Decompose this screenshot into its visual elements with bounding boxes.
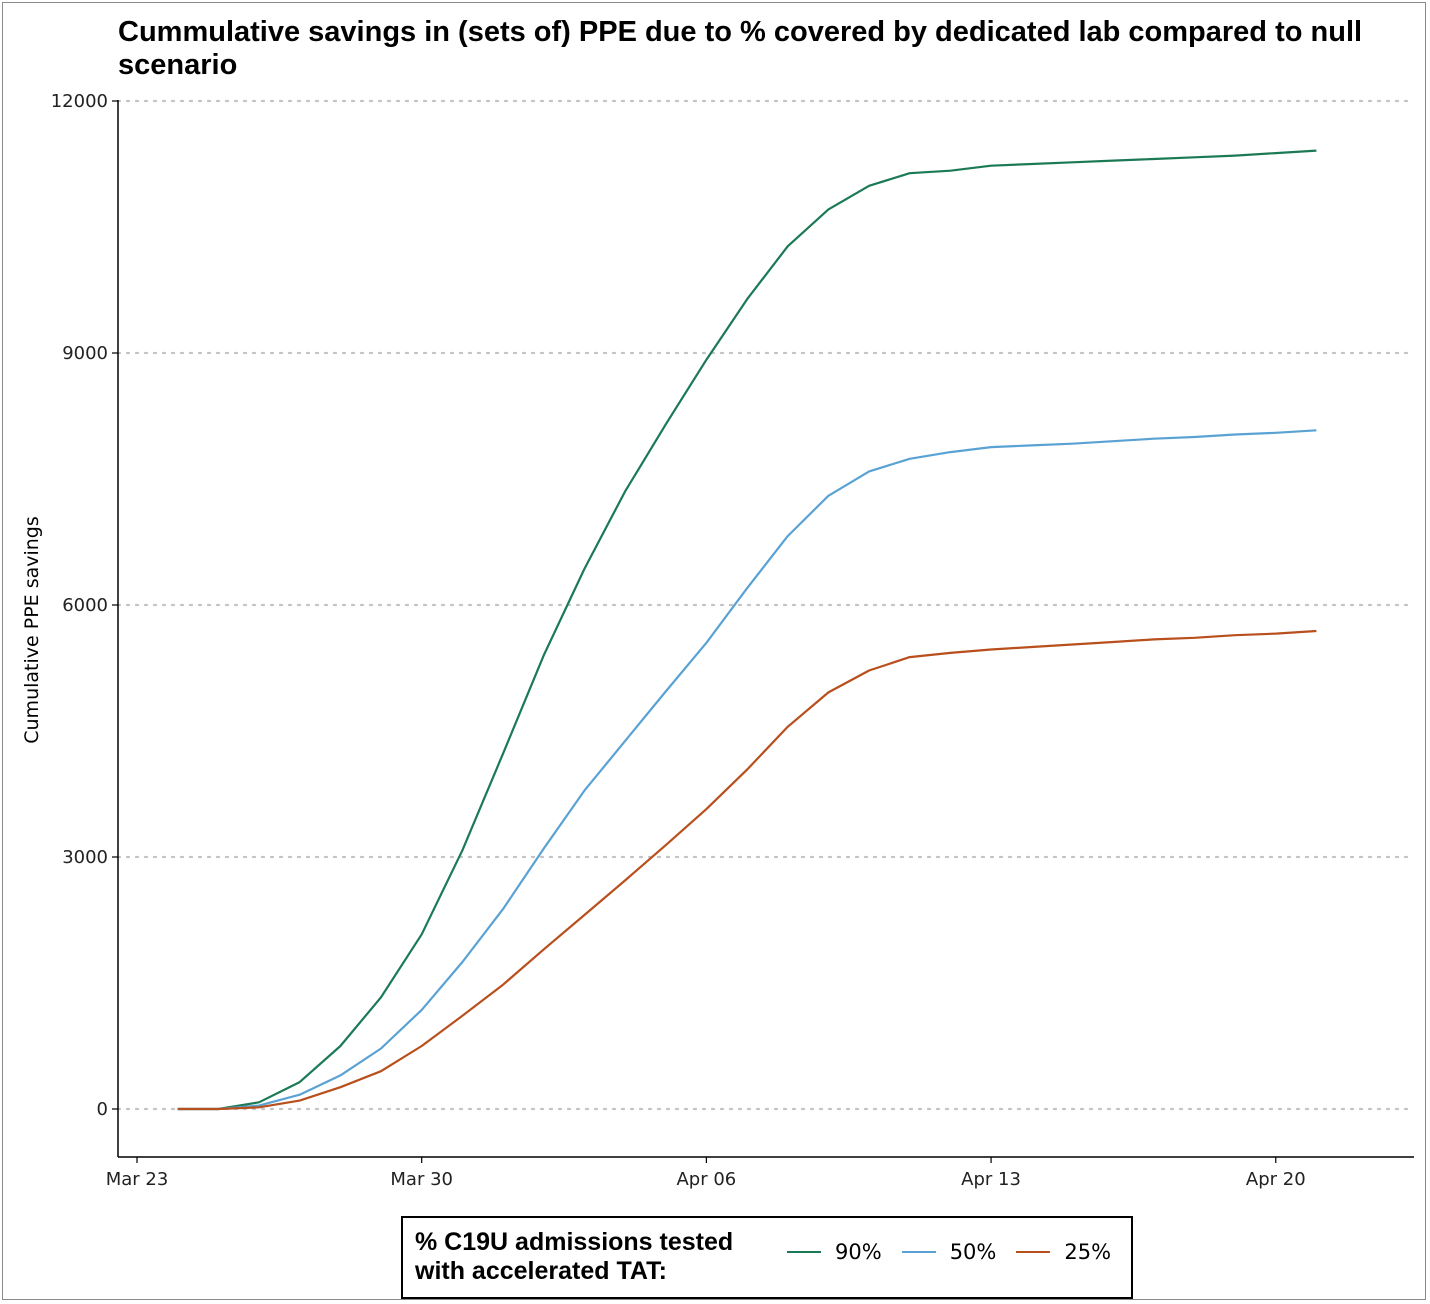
legend-label-50: 50%	[949, 1240, 997, 1264]
legend-label-90: 90%	[835, 1240, 882, 1264]
gridlines	[116, 99, 1416, 1111]
legend-item-50: 50%	[901, 1240, 997, 1264]
x-tick-label: Apr 06	[676, 1169, 736, 1190]
y-tick-label: 3000	[62, 847, 108, 868]
x-tick-label: Mar 23	[106, 1169, 169, 1190]
series-line-90pct	[177, 149, 1317, 1111]
legend-key-25	[1016, 1251, 1051, 1253]
legend-key-50	[901, 1251, 936, 1253]
x-tick-label: Apr 20	[1246, 1169, 1306, 1190]
chart-title: Cummulative savings in (sets of) PPE due…	[118, 16, 1363, 81]
legend-item-25: 25%	[1016, 1240, 1111, 1264]
legend-item-90: 90%	[787, 1240, 882, 1264]
x-tick-label: Apr 13	[961, 1169, 1021, 1190]
y-tick-label: 0	[97, 1099, 108, 1120]
y-tick-label: 6000	[62, 595, 108, 616]
series-line-25pct	[177, 629, 1317, 1111]
legend: % C19U admissions tested with accelerate…	[401, 1216, 1133, 1299]
x-tick-label: Mar 30	[390, 1169, 453, 1190]
y-axis-title: Cumulative PPE savings	[21, 516, 43, 744]
y-tick-label: 12000	[51, 91, 108, 112]
legend-title: % C19U admissions tested with accelerate…	[415, 1228, 734, 1285]
series-lines	[177, 149, 1317, 1111]
axes: 0 3000 6000 9000 12000 Mar 23 Mar 30 Apr 06 Apr …	[51, 91, 1414, 1190]
legend-key-90	[787, 1251, 821, 1253]
y-tick-label: 9000	[62, 343, 108, 364]
series-line-50pct	[177, 429, 1317, 1111]
legend-items: 90% 50% 25%	[787, 1240, 1131, 1264]
legend-label-25: 25%	[1064, 1240, 1112, 1264]
